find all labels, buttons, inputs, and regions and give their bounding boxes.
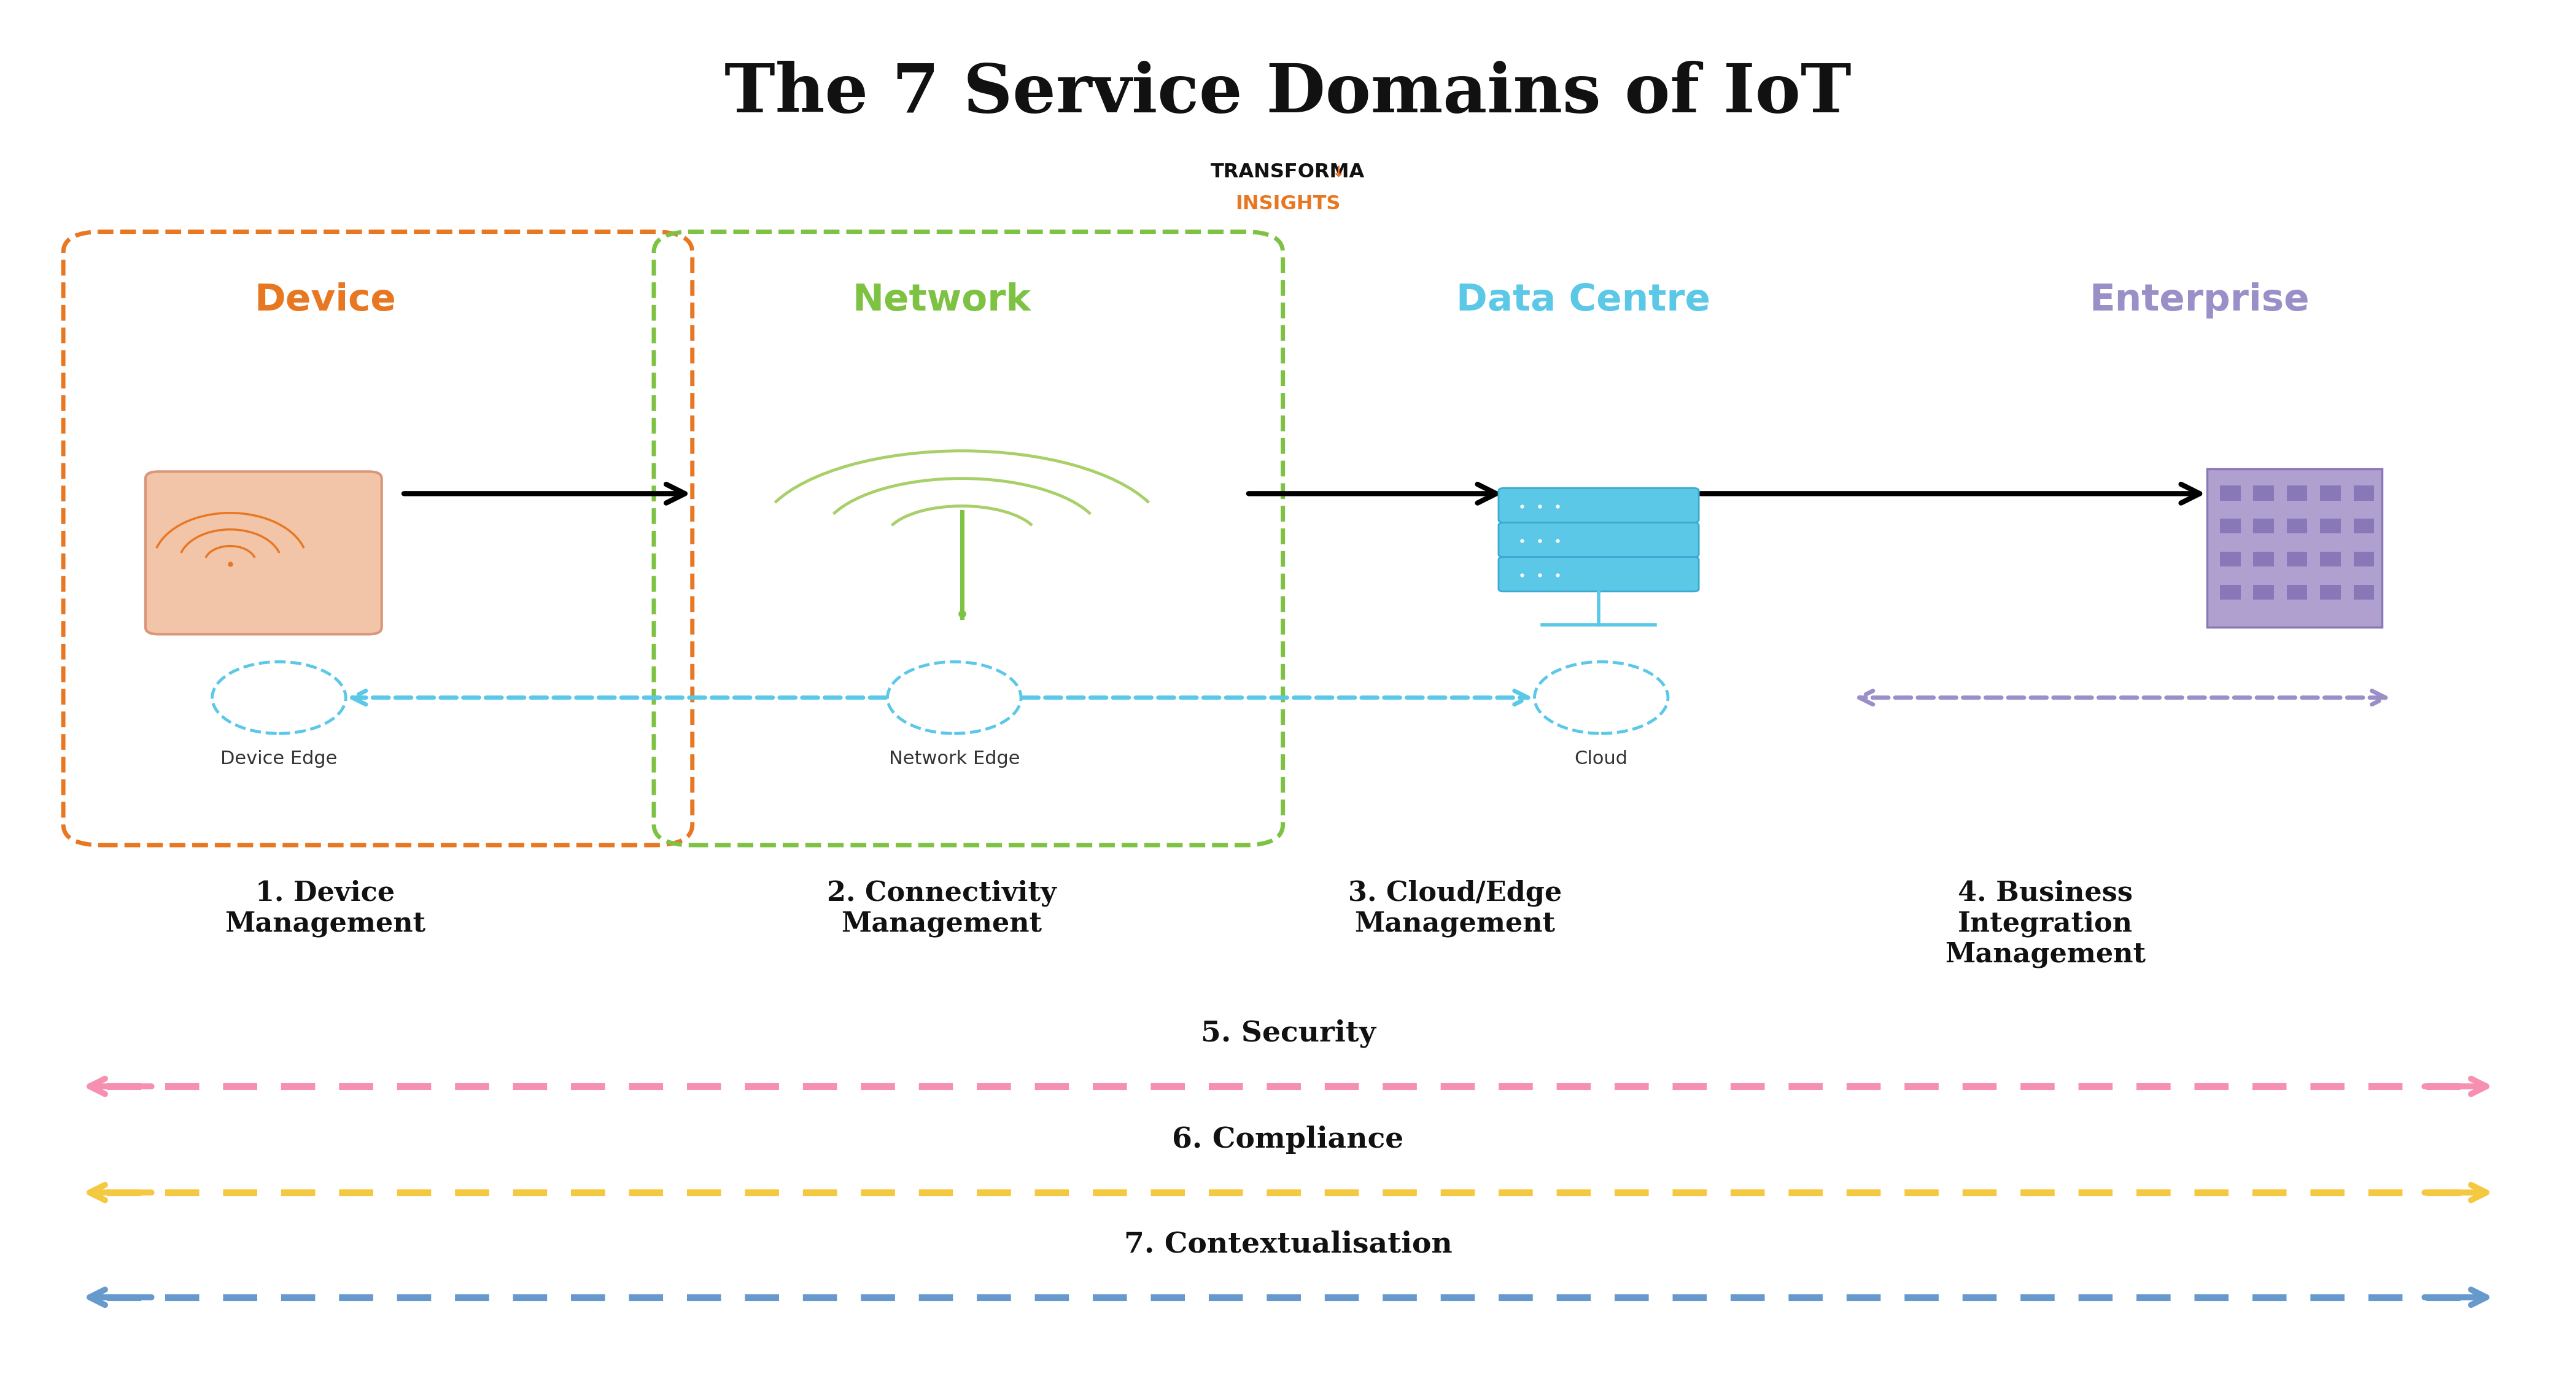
- Text: Device Edge: Device Edge: [222, 750, 337, 768]
- Text: The 7 Service Domains of IoT: The 7 Service Domains of IoT: [724, 61, 1852, 126]
- Text: 3. Cloud/Edge
Management: 3. Cloud/Edge Management: [1347, 879, 1561, 938]
- FancyBboxPatch shape: [2254, 485, 2275, 501]
- Text: ↓: ↓: [1332, 165, 1345, 180]
- FancyBboxPatch shape: [2321, 552, 2342, 567]
- FancyBboxPatch shape: [2321, 519, 2342, 534]
- Text: 1. Device
Management: 1. Device Management: [224, 879, 425, 936]
- FancyBboxPatch shape: [2287, 584, 2308, 599]
- Text: 6. Compliance: 6. Compliance: [1172, 1126, 1404, 1154]
- FancyBboxPatch shape: [144, 472, 381, 634]
- FancyBboxPatch shape: [1499, 558, 1698, 591]
- FancyBboxPatch shape: [2254, 552, 2275, 567]
- Text: TRANSFORMA: TRANSFORMA: [1211, 162, 1365, 182]
- FancyBboxPatch shape: [2354, 519, 2375, 534]
- FancyBboxPatch shape: [2321, 485, 2342, 501]
- Text: Network Edge: Network Edge: [889, 750, 1020, 768]
- Text: Data Centre: Data Centre: [1455, 283, 1710, 319]
- FancyBboxPatch shape: [2221, 485, 2241, 501]
- FancyBboxPatch shape: [2354, 485, 2375, 501]
- FancyBboxPatch shape: [2254, 584, 2275, 599]
- Text: Cloud: Cloud: [1574, 750, 1628, 768]
- FancyBboxPatch shape: [2287, 519, 2308, 534]
- Text: 7. Contextualisation: 7. Contextualisation: [1123, 1230, 1453, 1258]
- FancyBboxPatch shape: [2321, 584, 2342, 599]
- FancyBboxPatch shape: [2354, 552, 2375, 567]
- FancyBboxPatch shape: [2221, 519, 2241, 534]
- Text: 2. Connectivity
Management: 2. Connectivity Management: [827, 879, 1056, 938]
- FancyBboxPatch shape: [2221, 584, 2241, 599]
- Text: 5. Security: 5. Security: [1200, 1019, 1376, 1047]
- FancyBboxPatch shape: [2221, 552, 2241, 567]
- FancyBboxPatch shape: [2354, 584, 2375, 599]
- Text: Network: Network: [853, 283, 1030, 319]
- FancyBboxPatch shape: [2208, 469, 2383, 627]
- FancyBboxPatch shape: [1499, 488, 1698, 523]
- Text: Enterprise: Enterprise: [2089, 283, 2311, 319]
- Text: Device: Device: [255, 283, 397, 319]
- Text: 4. Business
Integration
Management: 4. Business Integration Management: [1945, 879, 2146, 968]
- FancyBboxPatch shape: [1499, 523, 1698, 558]
- FancyBboxPatch shape: [2254, 519, 2275, 534]
- FancyBboxPatch shape: [2287, 485, 2308, 501]
- FancyBboxPatch shape: [2287, 552, 2308, 567]
- Text: INSIGHTS: INSIGHTS: [1236, 194, 1340, 214]
